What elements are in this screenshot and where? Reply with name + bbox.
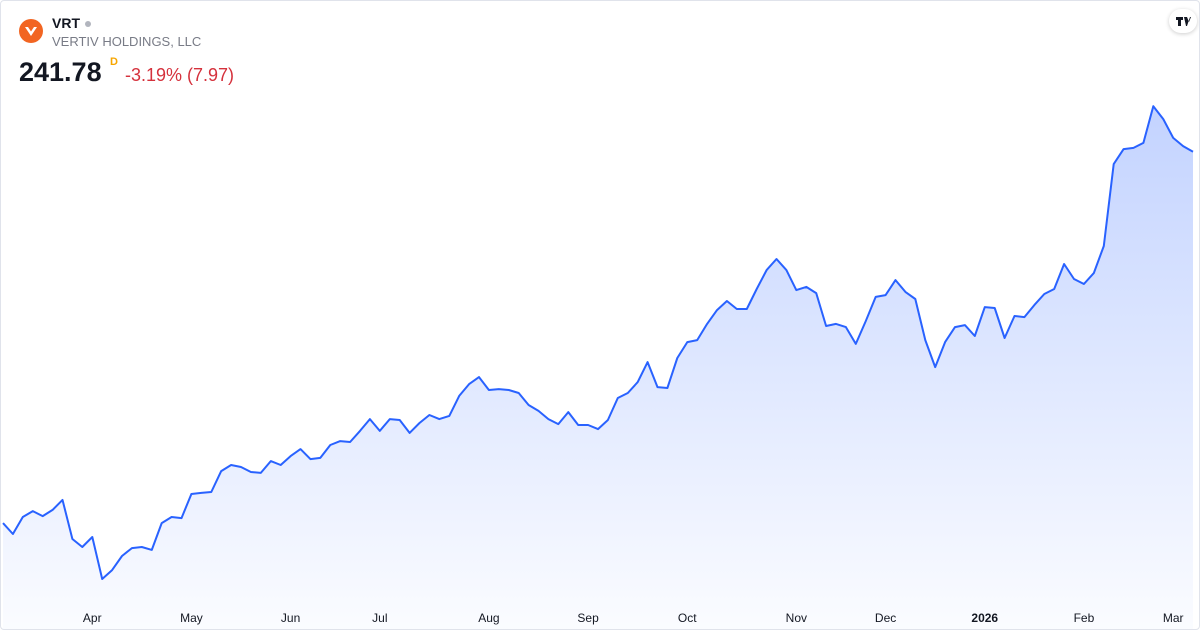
company-name: VERTIV HOLDINGS, LLC bbox=[52, 34, 202, 49]
status-dot bbox=[85, 21, 91, 28]
x-tick-label: Aug bbox=[478, 611, 499, 625]
x-tick-label: Sep bbox=[577, 611, 599, 625]
price-line bbox=[2, 105, 1194, 580]
symbol-row: VRT bbox=[52, 15, 91, 31]
x-tick-label: Jul bbox=[372, 611, 387, 625]
x-tick-label: Apr bbox=[83, 611, 102, 625]
x-tick-label: Nov bbox=[786, 611, 807, 625]
x-tick-label: May bbox=[180, 611, 203, 625]
logo-icon bbox=[25, 27, 37, 36]
x-tick-label: 2026 bbox=[971, 611, 998, 625]
tv-icon bbox=[1176, 17, 1191, 26]
x-tick-label: Oct bbox=[678, 611, 697, 625]
symbol: VRT bbox=[52, 15, 80, 31]
change: -3.19% (7.97) bbox=[125, 65, 235, 85]
tradingview-logo[interactable] bbox=[1169, 9, 1197, 33]
interval: D bbox=[110, 56, 118, 68]
x-tick-label: Mar bbox=[1163, 611, 1184, 625]
price: 241.78 bbox=[19, 57, 102, 87]
x-tick-label: Jun bbox=[281, 611, 300, 625]
area-fill bbox=[3, 106, 1193, 629]
logo bbox=[19, 19, 43, 43]
x-tick-label: Dec bbox=[875, 611, 896, 625]
x-tick-label: Feb bbox=[1074, 611, 1095, 625]
